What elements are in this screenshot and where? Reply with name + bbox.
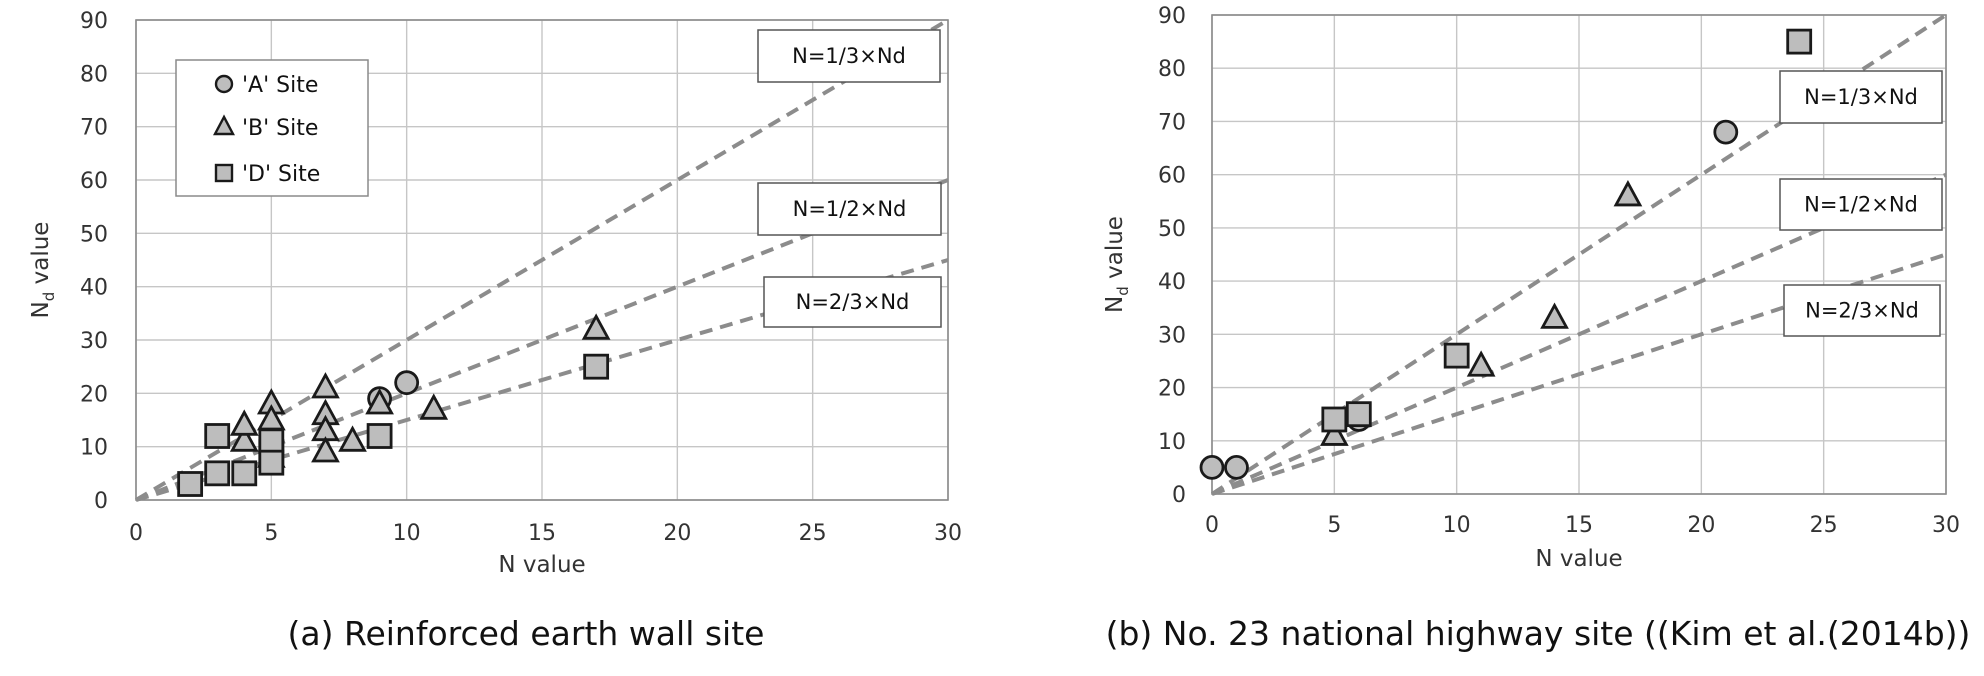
- reference-line: [1211, 252, 1947, 496]
- x-tick-label: 30: [1932, 513, 1960, 538]
- data-point: [1199, 454, 1225, 480]
- data-point: [1713, 119, 1739, 145]
- y-tick-label: 10: [80, 436, 108, 461]
- y-tick-label: 50: [80, 222, 108, 247]
- data-point: [365, 388, 394, 415]
- data-point: [1786, 28, 1813, 55]
- data-point: [1319, 419, 1349, 446]
- y-tick-label: 40: [80, 276, 108, 301]
- y-tick-label: 30: [80, 329, 108, 354]
- x-tick-label: 30: [934, 521, 962, 546]
- data-point: [394, 370, 420, 396]
- y-tick-label: 90: [80, 9, 108, 34]
- data-point: [1224, 454, 1249, 480]
- x-tick-label: 0: [129, 521, 143, 546]
- y-tick-label: 80: [1158, 57, 1186, 82]
- x-tick-label: 20: [1687, 513, 1715, 538]
- data-point: [229, 409, 259, 436]
- data-point: [1443, 342, 1470, 369]
- y-tick-label: 80: [80, 62, 108, 87]
- chart-panel-a: 0 5 10 15 20 25 30 0 10 20 30 40 50 60 70 80 90 N value Nd…: [28, 9, 962, 653]
- y-tick-label: 0: [1172, 483, 1186, 508]
- y-tick-label: 60: [80, 169, 108, 194]
- data-point: [311, 436, 340, 463]
- y-tick-label: 50: [1158, 217, 1186, 242]
- legend-label: 'A' Site: [242, 73, 318, 98]
- x-tick-label: 25: [1810, 513, 1838, 538]
- y-tick-label: 20: [80, 382, 108, 407]
- reference-line-label-box: [763, 276, 942, 328]
- legend-label: 'B' Site: [242, 116, 318, 141]
- reference-line-label: N=1/2×Nd: [793, 197, 907, 221]
- x-tick-label: 10: [393, 521, 421, 546]
- x-tick-label: 5: [264, 521, 278, 546]
- legend-marker: [214, 74, 234, 94]
- reference-line-label-box: [1783, 284, 1941, 337]
- data-point: [311, 372, 340, 399]
- y-tick-label: 0: [94, 489, 108, 514]
- legend-item: 'B' Site: [213, 114, 318, 141]
- x-tick-label: 0: [1205, 513, 1219, 538]
- legend-marker: [213, 114, 235, 136]
- x-tick-label: 5: [1327, 513, 1341, 538]
- reference-line-label: N=1/2×Nd: [1804, 193, 1918, 217]
- reference-line-label-box: [1779, 178, 1943, 231]
- reference-line-label-box: [1779, 70, 1943, 124]
- y-tick-label: 20: [1158, 377, 1186, 402]
- reference-line-label: N=2/3×Nd: [1805, 299, 1919, 323]
- y-tick-label: 10: [1158, 430, 1186, 455]
- data-point: [1321, 406, 1348, 433]
- x-tick-label: 15: [1565, 513, 1593, 538]
- data-point: [583, 353, 610, 380]
- data-point: [1466, 350, 1496, 377]
- x-tick-label: 15: [528, 521, 556, 546]
- y-tick-label: 70: [80, 116, 108, 141]
- x-axis-label: N value: [498, 552, 585, 578]
- data-point: [1345, 401, 1372, 428]
- data-point: [229, 425, 259, 452]
- reference-line-label-box: [757, 182, 942, 236]
- data-point: [204, 460, 231, 487]
- y-tick-label: 30: [1158, 323, 1186, 348]
- reference-line-label: N=2/3×Nd: [796, 290, 910, 314]
- y-tick-label: 70: [1158, 110, 1186, 135]
- data-point: [338, 425, 367, 452]
- data-point: [581, 313, 611, 340]
- legend-item: 'D' Site: [214, 162, 320, 187]
- data-point: [419, 393, 449, 420]
- reference-line-label: N=1/3×Nd: [1804, 85, 1918, 109]
- x-tick-label: 20: [663, 521, 691, 546]
- legend-item: 'A' Site: [214, 73, 318, 98]
- data-point: [258, 428, 285, 455]
- y-axis-label: Nd value: [1102, 216, 1132, 313]
- data-point: [258, 449, 285, 476]
- legend-label: 'D' Site: [242, 162, 320, 187]
- data-point: [204, 423, 231, 449]
- legend: [175, 59, 369, 197]
- data-point: [177, 471, 204, 497]
- chart-caption: (b) No. 23 national highway site ((Kim e…: [1106, 614, 1971, 653]
- y-tick-label: 90: [1158, 4, 1186, 29]
- x-tick-label: 10: [1443, 513, 1471, 538]
- y-tick-label: 40: [1158, 270, 1186, 295]
- reference-line-label-box: [757, 29, 941, 83]
- data-point: [366, 423, 393, 449]
- y-axis-label: Nd value: [28, 222, 58, 319]
- reference-line-label: N=1/3×Nd: [792, 44, 906, 68]
- chart-caption: (a) Reinforced earth wall site: [288, 614, 765, 653]
- data-point: [231, 460, 258, 487]
- y-tick-label: 60: [1158, 164, 1186, 189]
- x-tick-label: 25: [799, 521, 827, 546]
- legend-marker: [214, 163, 234, 183]
- data-point: [1613, 180, 1643, 207]
- x-axis-label: N value: [1535, 546, 1622, 572]
- plot-area: [1211, 14, 1947, 495]
- data-point: [1540, 302, 1569, 329]
- chart-panel-b: 0 5 10 15 20 25 30 0 10 20 30 40 50 60 70 80 90 N value Nd…: [1102, 4, 1970, 653]
